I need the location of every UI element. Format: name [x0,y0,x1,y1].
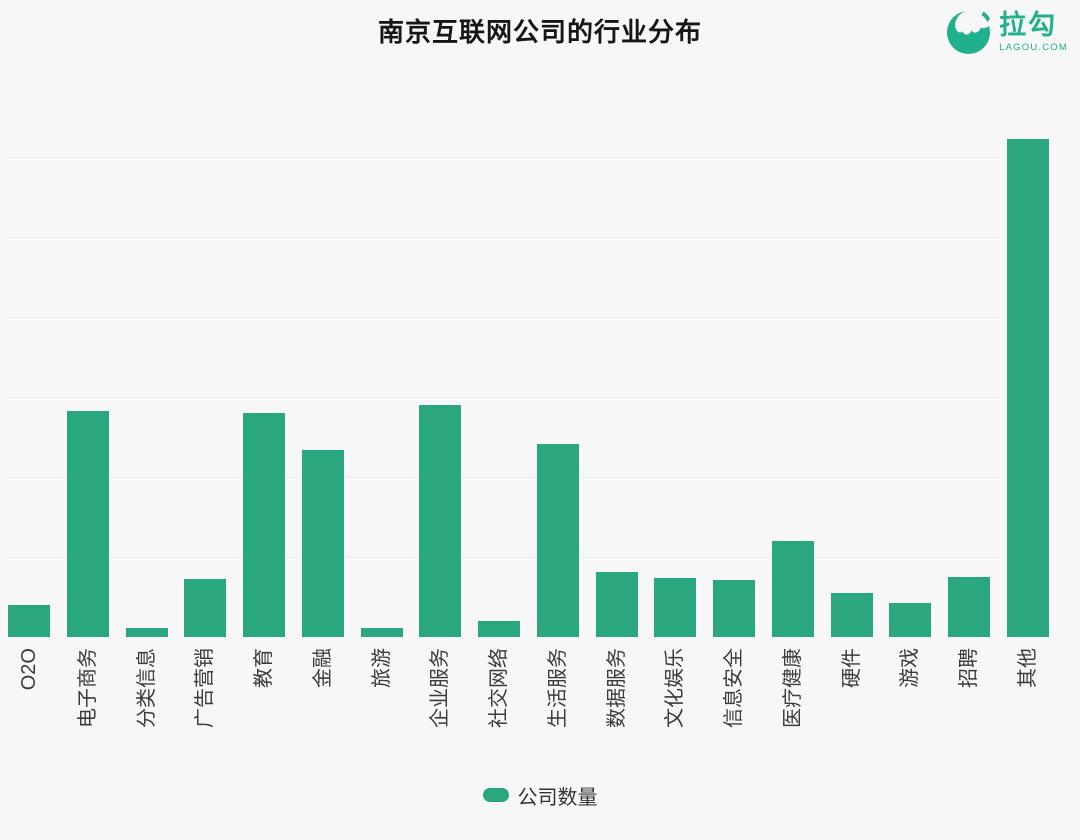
gridline [8,317,1049,318]
bar [595,572,638,637]
x-axis-label: 数据服务 [605,648,628,728]
bar [713,580,755,637]
x-axis-label: 硬件 [840,648,863,688]
x-axis-label: 分类信息 [135,648,158,728]
x-axis-label: 社交网络 [488,648,510,728]
x-axis-label: 信息安全 [723,648,745,728]
gridline [8,397,1049,398]
bar [771,541,814,637]
x-axis-label: 生活服务 [546,648,569,728]
legend-label: 公司数量 [517,786,598,809]
x-axis-label: O2O [18,648,40,691]
x-axis-label: 教育 [253,648,275,688]
bar [419,405,462,637]
bar [360,628,403,637]
x-axis-label: 其他 [1016,648,1039,688]
lagou-logo-icon [947,10,992,54]
bar [8,605,50,637]
bar [830,593,873,637]
bar [125,628,168,637]
bar [301,450,344,637]
x-axis-label: 医疗健康 [781,648,804,728]
bar [478,621,520,637]
lagou-logo: 拉勾 LAGOU.COM [946,9,1068,55]
bar [948,577,990,637]
x-axis-label: 金融 [311,648,334,688]
x-axis-label: 游戏 [899,648,922,688]
gridline [8,477,1049,478]
chart-title: 南京互联网公司的行业分布 [377,17,702,47]
gridline [8,237,1049,238]
bar [536,444,579,637]
bar [184,579,227,637]
lagou-domain: LAGOU.COM [999,42,1068,54]
bar [66,411,109,637]
legend-swatch-icon [482,788,509,802]
x-axis-label: 招聘 [958,648,980,688]
gridline [8,557,1049,558]
x-axis-label: 广告营销 [194,648,217,728]
x-axis-label: 企业服务 [429,648,452,728]
gridline [8,157,1049,158]
legend: 公司数量 [0,783,1080,809]
bar [243,413,285,637]
bar [1006,139,1049,637]
x-axis-label: 电子商务 [76,648,99,728]
x-axis-label: 文化娱乐 [664,648,687,728]
lagou-logo-text: 拉勾 LAGOU.COM [999,9,1068,54]
bar [654,578,697,637]
bar [889,603,932,637]
lagou-brand-name: 拉勾 [999,9,1058,40]
x-axis-label: 旅游 [370,648,393,688]
